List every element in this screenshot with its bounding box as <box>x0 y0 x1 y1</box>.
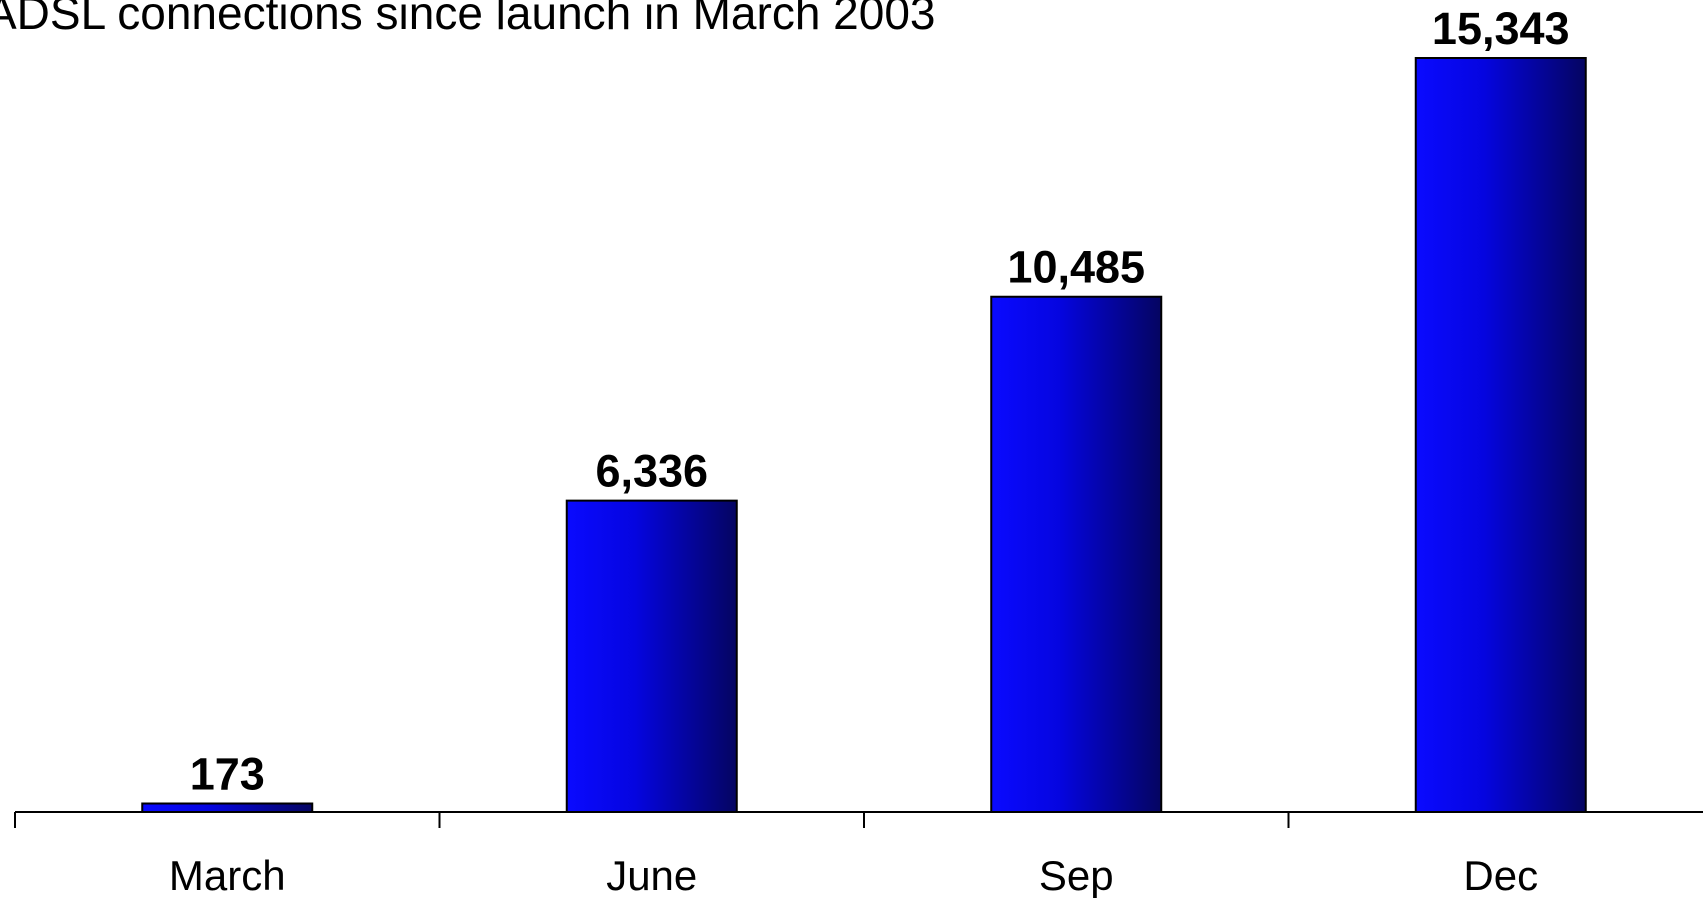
bars-group <box>141 57 1587 814</box>
tick-label-sep: Sep <box>1039 852 1114 898</box>
value-label-dec: 15,343 <box>1432 3 1570 54</box>
bar-sep <box>990 295 1163 813</box>
x-tick-labels: March June Sep Dec <box>169 852 1538 898</box>
bar-dec <box>1414 57 1587 813</box>
value-label-sep: 10,485 <box>1007 242 1145 293</box>
bar-june <box>565 499 738 813</box>
tick-label-dec: Dec <box>1463 852 1538 898</box>
x-axis <box>14 811 1703 828</box>
value-label-march: 173 <box>190 748 265 799</box>
value-label-june: 6,336 <box>595 446 708 497</box>
tick-label-march: March <box>169 852 286 898</box>
chart-title: ADSL connections since launch in March 2… <box>0 0 936 39</box>
tick-label-june: June <box>606 852 697 898</box>
bar-march <box>141 802 314 814</box>
value-labels-group: 173 6,336 10,485 15,343 <box>190 3 1570 799</box>
